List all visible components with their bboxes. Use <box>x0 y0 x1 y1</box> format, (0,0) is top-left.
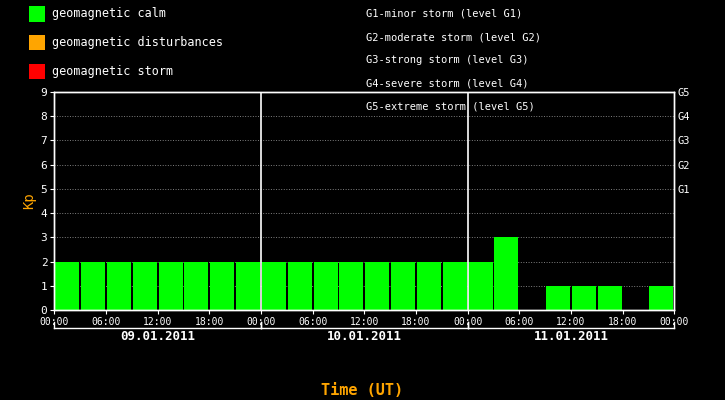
Bar <box>262 262 286 310</box>
Text: 11.01.2011: 11.01.2011 <box>534 330 608 343</box>
Bar <box>391 262 415 310</box>
Bar <box>494 237 518 310</box>
Text: 10.01.2011: 10.01.2011 <box>327 330 402 343</box>
Bar <box>210 262 234 310</box>
Bar <box>81 262 105 310</box>
Bar <box>443 262 467 310</box>
Bar <box>597 286 622 310</box>
Bar <box>468 262 492 310</box>
Bar <box>55 262 79 310</box>
Text: G4-severe storm (level G4): G4-severe storm (level G4) <box>366 78 529 89</box>
Bar <box>650 286 674 310</box>
Text: G2-moderate storm (level G2): G2-moderate storm (level G2) <box>366 32 541 42</box>
Bar <box>184 262 209 310</box>
Bar <box>107 262 131 310</box>
Bar <box>159 262 183 310</box>
Text: 09.01.2011: 09.01.2011 <box>120 330 195 343</box>
Text: geomagnetic calm: geomagnetic calm <box>52 8 166 20</box>
Bar <box>546 286 570 310</box>
Bar <box>236 262 260 310</box>
Y-axis label: Kp: Kp <box>22 193 36 209</box>
Bar <box>339 262 363 310</box>
Text: G1-minor storm (level G1): G1-minor storm (level G1) <box>366 9 523 19</box>
Bar <box>288 262 312 310</box>
Bar <box>133 262 157 310</box>
Bar <box>313 262 338 310</box>
Text: G3-strong storm (level G3): G3-strong storm (level G3) <box>366 56 529 66</box>
Bar <box>417 262 441 310</box>
Text: geomagnetic disturbances: geomagnetic disturbances <box>52 36 223 49</box>
Text: Time (UT): Time (UT) <box>321 383 404 398</box>
Text: G5-extreme storm (level G5): G5-extreme storm (level G5) <box>366 102 535 112</box>
Bar <box>365 262 389 310</box>
Text: geomagnetic storm: geomagnetic storm <box>52 65 173 78</box>
Bar <box>572 286 596 310</box>
